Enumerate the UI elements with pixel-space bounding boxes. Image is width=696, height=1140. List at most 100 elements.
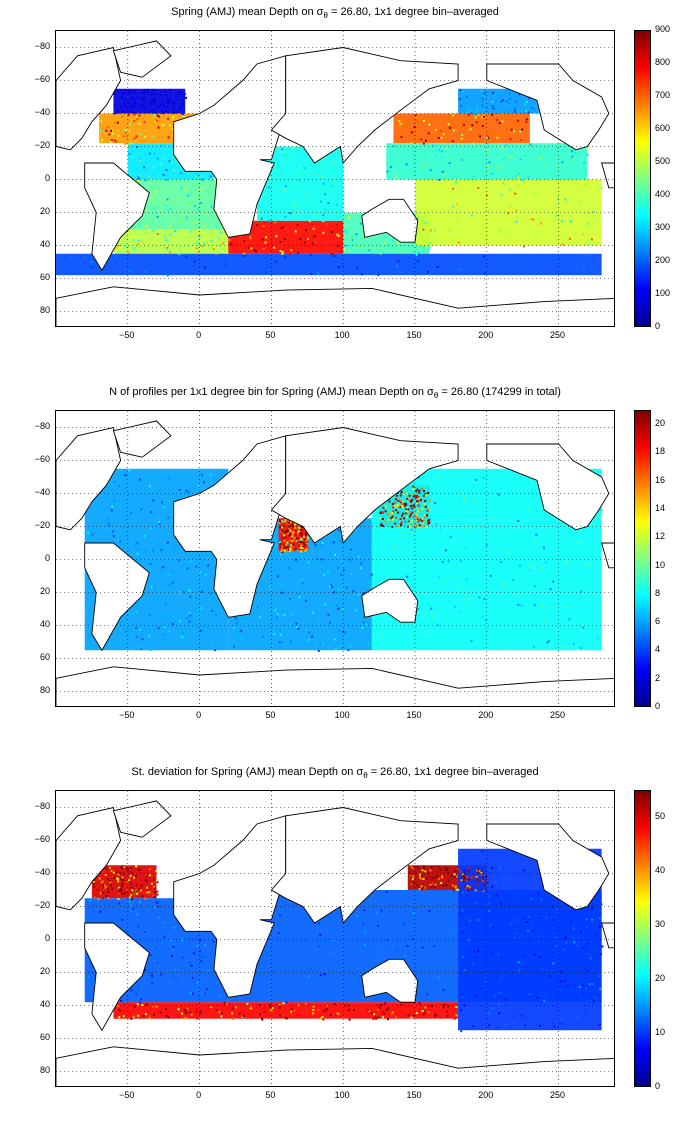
colorbar-tick-label: 600 [655, 123, 671, 133]
colorbar-tick-label: 900 [655, 24, 671, 34]
y-tick-label: 40 [39, 998, 50, 1009]
map-panel-1: Spring (AMJ) mean Depth on σθ = 26.80, 1… [0, 0, 696, 380]
y-tick-label: 40 [39, 238, 50, 249]
colorbar-tick-label: 10 [655, 1027, 666, 1037]
sigma-subscript: θ [433, 391, 439, 401]
colorbar-tick-label: 800 [655, 57, 671, 67]
colorbar-tick-label: 200 [655, 255, 671, 265]
y-tick-label: 20 [39, 205, 50, 216]
colorbar-tick-label: 20 [655, 973, 666, 983]
y-tick-label: −40 [34, 866, 50, 877]
colorbar-tick-label: 40 [655, 865, 666, 875]
colorbar-tick-label: 0 [655, 701, 661, 711]
x-tick-label: 50 [265, 330, 276, 340]
colorbar-tick-label: 0 [655, 321, 661, 331]
colorbar-tick-label: 100 [655, 288, 671, 298]
map-panel-3: St. deviation for Spring (AMJ) mean Dept… [0, 760, 696, 1140]
y-tick-label: −40 [34, 486, 50, 497]
x-tick-label: 100 [334, 330, 350, 340]
heatmap-region-13 [56, 253, 602, 276]
heatmap-svg [56, 31, 614, 326]
x-tick-label: 100 [334, 710, 350, 720]
x-tick-label: 250 [550, 710, 566, 720]
colorbar-tick-label: 16 [655, 474, 666, 485]
map-plot-area [55, 410, 615, 707]
y-tick-label: 80 [39, 1064, 50, 1075]
panel-title: Spring (AMJ) mean Depth on σθ = 26.80, 1… [50, 6, 620, 20]
x-tick-label: 150 [406, 1090, 422, 1100]
y-tick-label: −20 [34, 139, 50, 150]
grid-lines [56, 411, 614, 706]
colorbar-tick-label: 2 [655, 672, 661, 683]
y-tick-label: −60 [34, 833, 50, 844]
heatmap-svg [56, 791, 614, 1086]
y-tick-label: 0 [44, 552, 50, 563]
y-tick-label: −60 [34, 453, 50, 464]
continent-outlines [56, 40, 614, 326]
title-text-post: = 26.80 (174299 in total) [438, 386, 561, 398]
x-tick-label: 50 [265, 1090, 276, 1100]
heatmap-region-3 [113, 1002, 459, 1019]
y-tick-label: 40 [39, 618, 50, 629]
colorbar-tick-label: 400 [655, 189, 671, 199]
colorbar-tick-label: 6 [655, 616, 661, 627]
y-tick-label: −80 [34, 420, 50, 431]
x-tick-label: 50 [265, 710, 276, 720]
colorbar-tick-label: 12 [655, 531, 666, 542]
y-tick-label: 20 [39, 965, 50, 976]
x-tick-label: 0 [196, 330, 202, 340]
x-tick-label: 150 [406, 710, 422, 720]
colorbar-tick-label: 18 [655, 446, 666, 457]
y-tick-label: −80 [34, 800, 50, 811]
sigma-subscript: θ [323, 11, 328, 21]
x-tick-label: 200 [478, 330, 494, 340]
colorbar-tick-label: 8 [655, 587, 661, 598]
heatmap-svg [56, 411, 614, 706]
x-tick-label: −50 [119, 330, 135, 340]
heatmap-region-2 [113, 88, 186, 114]
grid-lines [56, 791, 614, 1086]
y-tick-label: −60 [34, 73, 50, 84]
map-plot-area [55, 790, 615, 1087]
panel-title: N of profiles per 1x1 degree bin for Spr… [50, 386, 620, 400]
x-tick-label: 100 [334, 1090, 350, 1100]
colorbar [634, 790, 651, 1087]
x-tick-label: 150 [406, 330, 422, 340]
heatmap-speckle [64, 88, 603, 277]
colorbar [634, 30, 651, 327]
colorbar-tick-label: 10 [655, 559, 666, 570]
sigma-symbol: σ [316, 6, 324, 18]
x-tick-label: −50 [119, 1090, 135, 1100]
title-text-pre: Spring (AMJ) mean Depth on [171, 6, 317, 18]
x-tick-label: −50 [119, 710, 135, 720]
x-tick-label: 250 [550, 330, 566, 340]
y-tick-label: 60 [39, 1031, 50, 1042]
colorbar-tick-label: 4 [655, 644, 661, 655]
colorbar-tick-label: 20 [655, 418, 666, 429]
panel-title: St. deviation for Spring (AMJ) mean Dept… [50, 766, 620, 780]
y-tick-label: −20 [34, 519, 50, 530]
colorbar-tick-label: 500 [655, 156, 671, 166]
y-tick-label: 0 [44, 172, 50, 183]
sigma-subscript: θ [363, 771, 368, 781]
colorbar-tick-label: 50 [655, 811, 666, 821]
continent-outlines [56, 800, 614, 1086]
x-tick-label: 0 [196, 710, 202, 720]
y-tick-label: 80 [39, 304, 50, 315]
colorbar-tick-label: 300 [655, 222, 671, 232]
y-tick-label: −80 [34, 40, 50, 51]
y-tick-label: −20 [34, 899, 50, 910]
continent-outlines [56, 420, 614, 706]
grid-lines [56, 31, 614, 326]
title-text-post: = 26.80, 1x1 degree bin–averaged [367, 766, 539, 778]
title-text-post: = 26.80, 1x1 degree bin–averaged [327, 6, 499, 18]
colorbar-tick-label: 14 [655, 503, 666, 513]
colorbar-tick-label: 30 [655, 919, 666, 929]
x-tick-label: 200 [478, 710, 494, 720]
map-panel-2: N of profiles per 1x1 degree bin for Spr… [0, 380, 696, 760]
y-tick-label: 20 [39, 585, 50, 596]
colorbar-tick-label: 700 [655, 90, 671, 100]
x-tick-label: 0 [196, 1090, 202, 1100]
title-text-pre: N of profiles per 1x1 degree bin for Spr… [109, 386, 428, 398]
y-tick-label: 0 [44, 932, 50, 943]
